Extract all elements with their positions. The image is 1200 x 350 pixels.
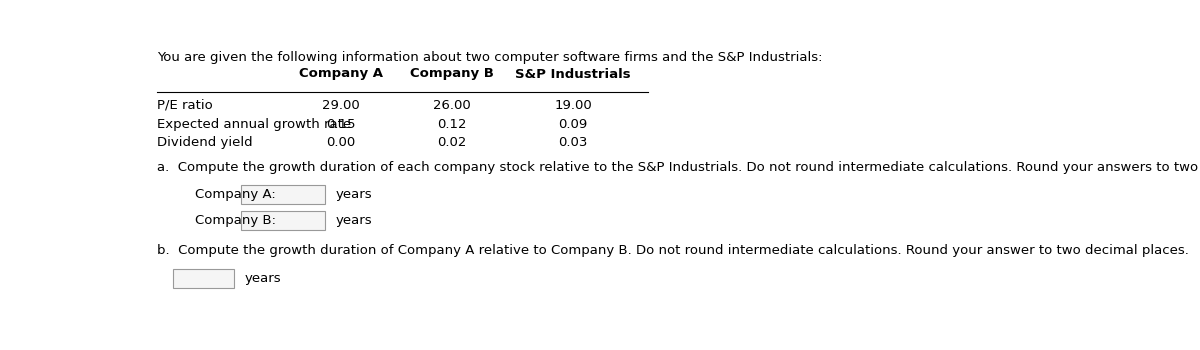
Text: a.  Compute the growth duration of each company stock relative to the S&P Indust: a. Compute the growth duration of each c… [157,161,1200,174]
Text: years: years [245,272,282,285]
Text: 0.15: 0.15 [326,118,355,131]
Text: Company A:: Company A: [194,188,275,201]
Text: Company A: Company A [299,68,383,80]
Text: 26.00: 26.00 [433,99,472,112]
Text: Company B:: Company B: [194,214,276,227]
Text: years: years [336,188,373,201]
Text: You are given the following information about two computer software firms and th: You are given the following information … [157,51,823,64]
Text: 29.00: 29.00 [322,99,360,112]
Text: P/E ratio: P/E ratio [157,99,214,112]
FancyBboxPatch shape [241,211,325,231]
Text: 0.03: 0.03 [558,135,588,149]
FancyBboxPatch shape [241,184,325,204]
Text: Company B: Company B [410,68,494,80]
Text: S&P Industrials: S&P Industrials [515,68,631,80]
FancyBboxPatch shape [173,268,234,288]
Text: Dividend yield: Dividend yield [157,135,253,149]
Text: 0.09: 0.09 [558,118,588,131]
Text: 0.02: 0.02 [438,135,467,149]
Text: 0.12: 0.12 [438,118,467,131]
Text: years: years [336,214,373,227]
Text: 0.00: 0.00 [326,135,355,149]
Text: b.  Compute the growth duration of Company A relative to Company B. Do not round: b. Compute the growth duration of Compan… [157,244,1189,257]
Text: Expected annual growth rate: Expected annual growth rate [157,118,352,131]
Text: 19.00: 19.00 [554,99,592,112]
